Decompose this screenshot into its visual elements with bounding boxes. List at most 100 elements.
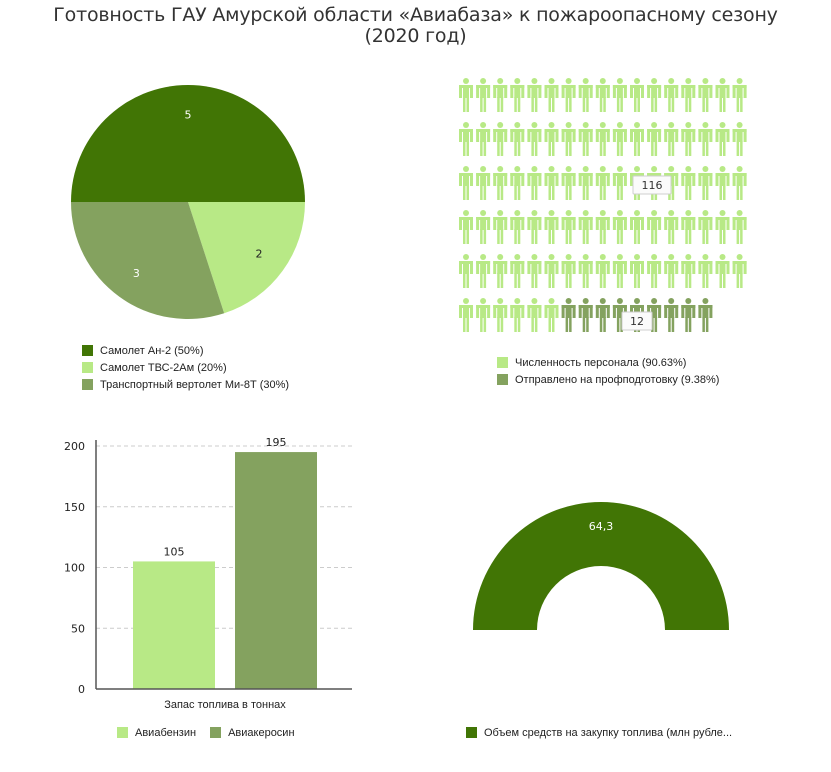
person-icon <box>459 78 473 112</box>
person-icon <box>732 78 747 112</box>
person-icon <box>510 210 525 244</box>
person-icon <box>561 166 576 200</box>
half-donut-segment[interactable] <box>473 502 729 630</box>
y-tick-label: 0 <box>78 683 85 696</box>
legend-label: Самолет ТВС-2Ам (20%) <box>100 361 227 374</box>
person-icon <box>544 298 559 332</box>
person-icon <box>681 78 696 112</box>
pictograph-legend-item[interactable]: Отправлено на профподготовку (9.38%) <box>497 371 719 388</box>
y-tick-label: 150 <box>64 501 85 514</box>
legend-swatch <box>82 379 93 390</box>
value-text: 116 <box>642 179 663 192</box>
gauge-legend-item[interactable]: Объем средств на закупку топлива (млн ру… <box>466 724 732 741</box>
person-icon <box>715 210 730 244</box>
person-icon <box>664 78 679 112</box>
person-icon <box>698 122 713 156</box>
pie-slice[interactable] <box>71 85 305 202</box>
title-line-2: (2020 год) <box>364 25 467 47</box>
person-icon <box>681 122 696 156</box>
pie-chart: 5 2 3 <box>71 85 305 319</box>
person-icon <box>612 254 627 288</box>
person-icon <box>698 166 713 200</box>
person-icon <box>510 166 525 200</box>
person-icon <box>527 166 542 200</box>
person-icon <box>595 78 610 112</box>
person-icon <box>476 122 491 156</box>
pie-slice[interactable] <box>188 202 305 314</box>
person-icon <box>527 254 542 288</box>
person-icon <box>561 78 576 112</box>
y-tick-label: 50 <box>71 622 85 635</box>
pie-legend-item[interactable]: Транспортный вертолет Ми-8Т (30%) <box>82 376 289 393</box>
person-icon <box>493 166 508 200</box>
person-icon <box>612 78 627 112</box>
person-icon <box>647 210 662 244</box>
pictograph-legend: Численность персонала (90.63%) Отправлено… <box>497 354 719 388</box>
pictograph-legend-item[interactable]: Численность персонала (90.63%) <box>497 354 719 371</box>
person-icon <box>715 254 730 288</box>
person-icon <box>698 78 713 112</box>
person-icon <box>493 122 508 156</box>
bar-value-label: 105 <box>164 545 185 558</box>
bar-legend-item[interactable]: Авиабензин <box>117 724 196 741</box>
bar-legend-item[interactable]: Авиакеросин <box>210 724 295 741</box>
legend-label: Авиакеросин <box>228 726 295 739</box>
pie-legend-item[interactable]: Самолет ТВС-2Ам (20%) <box>82 359 289 376</box>
person-icon <box>664 122 679 156</box>
person-icon <box>544 122 559 156</box>
person-icon <box>510 122 525 156</box>
y-tick-label: 100 <box>64 562 85 575</box>
person-icon <box>527 78 542 112</box>
bar-legend: Авиабензин Авиакеросин <box>117 724 295 741</box>
person-icon <box>510 298 525 332</box>
pie-slice-label: 2 <box>255 248 262 261</box>
person-icon <box>578 166 593 200</box>
person-icon <box>732 122 747 156</box>
pie-slice[interactable] <box>71 202 225 319</box>
person-icon <box>681 210 696 244</box>
person-icon <box>630 254 644 288</box>
person-icon <box>459 254 473 288</box>
half-donut-value-label: 64,3 <box>589 520 614 533</box>
x-category-label: Запас топлива в тоннах <box>164 699 286 711</box>
person-icon <box>630 78 644 112</box>
person-icon <box>612 166 627 200</box>
bar[interactable] <box>235 452 317 689</box>
person-icon <box>595 298 610 332</box>
person-icon <box>595 122 610 156</box>
legend-swatch <box>497 357 508 368</box>
y-tick-label: 200 <box>64 440 85 453</box>
person-icon <box>527 122 542 156</box>
person-icon <box>681 166 696 200</box>
legend-swatch <box>82 345 93 356</box>
person-icon <box>647 78 662 112</box>
half-donut-chart: 64,3 <box>473 502 729 630</box>
person-icon <box>561 122 576 156</box>
person-icon <box>612 122 627 156</box>
person-icon <box>459 210 473 244</box>
pie-slice-label: 5 <box>185 108 192 121</box>
title-line-1: Готовность ГАУ Амурской области «Авиабаз… <box>53 4 778 26</box>
bar[interactable] <box>133 561 215 689</box>
pie-legend-item[interactable]: Самолет Ан-2 (50%) <box>82 342 289 359</box>
person-icon <box>544 78 559 112</box>
pictograph-value-label: 12 <box>621 311 653 331</box>
person-icon <box>493 298 508 332</box>
person-icon <box>698 254 713 288</box>
pictograph-value-label: 116 <box>632 175 672 195</box>
person-icon <box>715 166 730 200</box>
person-icon <box>595 210 610 244</box>
pie-legend: Самолет Ан-2 (50%) Самолет ТВС-2Ам (20%) Т… <box>82 342 289 393</box>
pie-slice-label: 3 <box>133 267 140 280</box>
person-icon <box>459 298 473 332</box>
person-icon <box>544 254 559 288</box>
person-icon <box>732 254 747 288</box>
person-icon <box>647 254 662 288</box>
person-icon <box>493 78 508 112</box>
legend-swatch <box>466 727 477 738</box>
person-icon <box>561 210 576 244</box>
legend-label: Численность персонала (90.63%) <box>515 356 687 369</box>
person-icon <box>578 298 593 332</box>
legend-label: Объем средств на закупку топлива (млн ру… <box>484 726 733 739</box>
